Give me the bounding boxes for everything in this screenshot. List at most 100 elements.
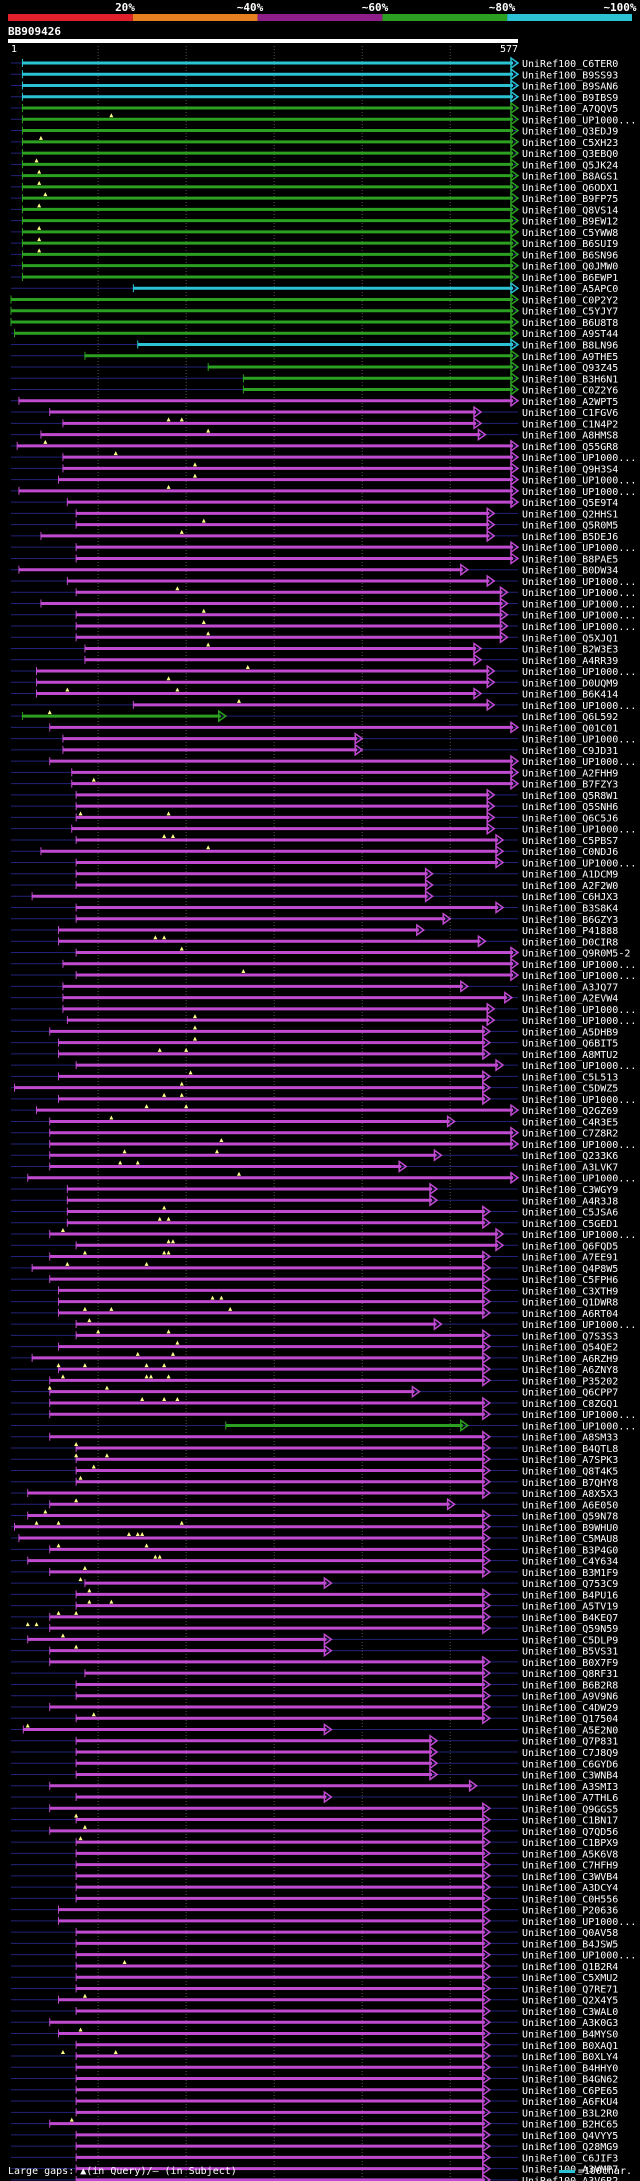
hit-label[interactable]: UniRef100_A6FKU4 [522, 2097, 618, 2108]
hit-label[interactable]: UniRef100_Q5SNH6 [522, 802, 618, 813]
hit-label[interactable]: UniRef100_C5JSA6 [522, 1208, 618, 1219]
hit-label[interactable]: UniRef100_B5DEJ6 [522, 532, 618, 543]
hit-label[interactable]: UniRef100_UP1000... [522, 971, 636, 982]
hit-row[interactable]: UniRef100_A6E050 [11, 1497, 618, 1511]
hit-label[interactable]: UniRef100_B7FZY3 [522, 780, 618, 791]
hit-label[interactable]: UniRef100_Q17504 [522, 1714, 618, 1725]
hit-label[interactable]: UniRef100_Q1DWR8 [522, 1298, 618, 1309]
hit-row[interactable]: UniRef100_C6PE65 [11, 2083, 618, 2097]
hit-label[interactable]: UniRef100_B6SUI9 [522, 239, 618, 250]
hit-row[interactable]: UniRef100_A2EVW4 [11, 991, 618, 1005]
hit-row[interactable]: UniRef100_UP1000... [11, 664, 636, 678]
hit-label[interactable]: UniRef100_B6K414 [522, 690, 618, 701]
hit-row[interactable]: UniRef100_A2FHH9 [11, 765, 618, 779]
hit-row[interactable]: UniRef100_Q59N78 [11, 1509, 618, 1523]
hit-label[interactable]: UniRef100_A5E2N0 [522, 1725, 618, 1736]
hit-label[interactable]: UniRef100_C5XH23 [522, 138, 618, 149]
hit-row[interactable]: UniRef100_B9SAN6 [11, 79, 618, 93]
hit-row[interactable]: UniRef100_C8ZGQ1 [11, 1396, 618, 1410]
hit-row[interactable]: UniRef100_A8MTU2 [11, 1047, 618, 1061]
hit-row[interactable]: UniRef100_C0Z2Y6 [11, 383, 618, 397]
hit-label[interactable]: UniRef100_B6GZY3 [522, 915, 618, 926]
hit-label[interactable]: UniRef100_A7SPK3 [522, 1455, 618, 1466]
hit-label[interactable]: UniRef100_UP1000... [522, 960, 636, 971]
hit-label[interactable]: UniRef100_Q1B2R4 [522, 1962, 618, 1973]
hit-row[interactable]: UniRef100_B2W3E3 [11, 642, 618, 656]
hit-label[interactable]: UniRef100_Q6CPP7 [522, 1388, 618, 1399]
hit-row[interactable]: UniRef100_B4KEQ7 [11, 1610, 618, 1624]
hit-row[interactable]: UniRef100_B8LN96 [11, 338, 618, 352]
hit-label[interactable]: UniRef100_B4JSW5 [522, 1939, 618, 1950]
hit-row[interactable]: UniRef100_Q59N59 [11, 1621, 618, 1635]
hit-row[interactable]: UniRef100_A5E2N0 [11, 1723, 618, 1736]
hit-row[interactable]: UniRef100_A8SM33 [11, 1430, 618, 1444]
hit-label[interactable]: UniRef100_A7EE91 [522, 1253, 618, 1264]
hit-label[interactable]: UniRef100_UP1000... [522, 757, 636, 768]
hit-row[interactable]: UniRef100_P41888 [11, 923, 618, 937]
hit-label[interactable]: UniRef100_UP1000... [522, 1174, 636, 1185]
hit-label[interactable]: UniRef100_B6U8T8 [522, 318, 618, 329]
hit-row[interactable]: UniRef100_A7QQV5 [11, 101, 618, 115]
hit-row[interactable]: UniRef100_Q233K6 [11, 1148, 618, 1162]
hit-row[interactable]: UniRef100_C6GYD6 [11, 1756, 618, 1770]
hit-label[interactable]: UniRef100_C6JIF3 [522, 2153, 618, 2164]
hit-label[interactable]: UniRef100_C5PBS7 [522, 836, 618, 847]
hit-row[interactable]: UniRef100_C5YJY7 [10, 304, 618, 318]
hit-row[interactable]: UniRef100_UP1000... [11, 1317, 636, 1331]
hit-row[interactable]: UniRef100_C1FGV6 [11, 405, 618, 419]
hit-row[interactable]: UniRef100_UP1000... [11, 608, 636, 622]
hit-label[interactable]: UniRef100_Q01C01 [522, 723, 618, 734]
hit-row[interactable]: UniRef100_Q2X4Y5 [11, 1993, 618, 2007]
hit-label[interactable]: UniRef100_Q6ODX1 [522, 183, 618, 194]
hit-label[interactable]: UniRef100_B2W3E3 [522, 645, 618, 656]
hit-label[interactable]: UniRef100_C4DW29 [522, 1703, 618, 1714]
hit-label[interactable]: UniRef100_UP1000... [522, 577, 636, 588]
hit-row[interactable]: UniRef100_UP1000... [11, 540, 636, 554]
hit-label[interactable]: UniRef100_Q5E9T4 [522, 498, 618, 509]
hit-row[interactable]: UniRef100_UP1000... [11, 957, 636, 971]
hit-label[interactable]: UniRef100_Q59N59 [522, 1624, 618, 1635]
hit-label[interactable]: UniRef100_D0UQM9 [522, 678, 618, 689]
hit-label[interactable]: UniRef100_Q3EBQ0 [522, 149, 618, 160]
hit-label[interactable]: UniRef100_Q6BIT5 [522, 1039, 618, 1050]
hit-row[interactable]: UniRef100_C7Z8R2 [11, 1126, 618, 1140]
hit-label[interactable]: UniRef100_C0P2Y2 [522, 295, 618, 306]
hit-label[interactable]: UniRef100_A5K6V8 [522, 1849, 618, 1860]
hit-label[interactable]: UniRef100_C5MAU8 [522, 1534, 618, 1545]
hit-label[interactable]: UniRef100_Q7S3S3 [522, 1331, 618, 1342]
hit-label[interactable]: UniRef100_A2F2W0 [522, 881, 618, 892]
hit-row[interactable]: UniRef100_UP1000... [11, 968, 636, 982]
hit-row[interactable]: UniRef100_B6GZY3 [11, 912, 618, 926]
hit-row[interactable]: UniRef100_B3M1F9 [11, 1565, 618, 1579]
hit-row[interactable]: UniRef100_B3H6N1 [11, 371, 618, 385]
hit-label[interactable]: UniRef100_Q6L592 [522, 712, 618, 723]
hit-label[interactable]: UniRef100_UP1000... [522, 622, 636, 633]
hit-label[interactable]: UniRef100_D0CIR8 [522, 937, 618, 948]
hit-label[interactable]: UniRef100_C0Z2Y6 [522, 386, 618, 397]
hit-row[interactable]: UniRef100_Q5R0M5 [11, 518, 618, 532]
hit-row[interactable]: UniRef100_Q7S3S3 [11, 1328, 618, 1342]
hit-label[interactable]: UniRef100_UP1000... [522, 1230, 636, 1241]
hit-row[interactable]: UniRef100_A5K6V8 [11, 1846, 618, 1860]
hit-row[interactable]: UniRef100_UP1000... [11, 698, 636, 712]
hit-row[interactable]: UniRef100_UP1000... [11, 597, 636, 610]
hit-row[interactable]: UniRef100_UP1000... [11, 754, 636, 768]
hit-row[interactable]: UniRef100_A7THL6 [11, 1790, 618, 1804]
hit-label[interactable]: UniRef100_A4RR39 [522, 656, 618, 667]
hit-row[interactable]: UniRef100_D0UQM9 [11, 675, 618, 689]
hit-label[interactable]: UniRef100_C1FGV6 [522, 408, 618, 419]
hit-row[interactable]: UniRef100_C7HFH9 [11, 1858, 618, 1872]
hit-row[interactable]: UniRef100_UP1000... [11, 1227, 636, 1241]
hit-row[interactable]: UniRef100_A8HMS8 [11, 428, 618, 442]
hit-label[interactable]: UniRef100_C5GED1 [522, 1219, 618, 1230]
hit-label[interactable]: UniRef100_Q4VYY5 [522, 2131, 618, 2142]
hit-row[interactable]: UniRef100_C4Y634 [11, 1554, 618, 1568]
hit-label[interactable]: UniRef100_C1N4P2 [522, 419, 618, 430]
hit-label[interactable]: UniRef100_Q59N78 [522, 1512, 618, 1523]
hit-row[interactable]: UniRef100_C5PBS7 [11, 833, 618, 847]
hit-label[interactable]: UniRef100_C7HFH9 [522, 1861, 618, 1872]
hit-row[interactable]: UniRef100_C5FPH6 [11, 1272, 618, 1286]
hit-label[interactable]: UniRef100_A9ST44 [522, 329, 618, 340]
hit-label[interactable]: UniRef100_Q7QD56 [522, 1827, 618, 1838]
hit-row[interactable]: UniRef100_A6RT04 [11, 1306, 618, 1320]
